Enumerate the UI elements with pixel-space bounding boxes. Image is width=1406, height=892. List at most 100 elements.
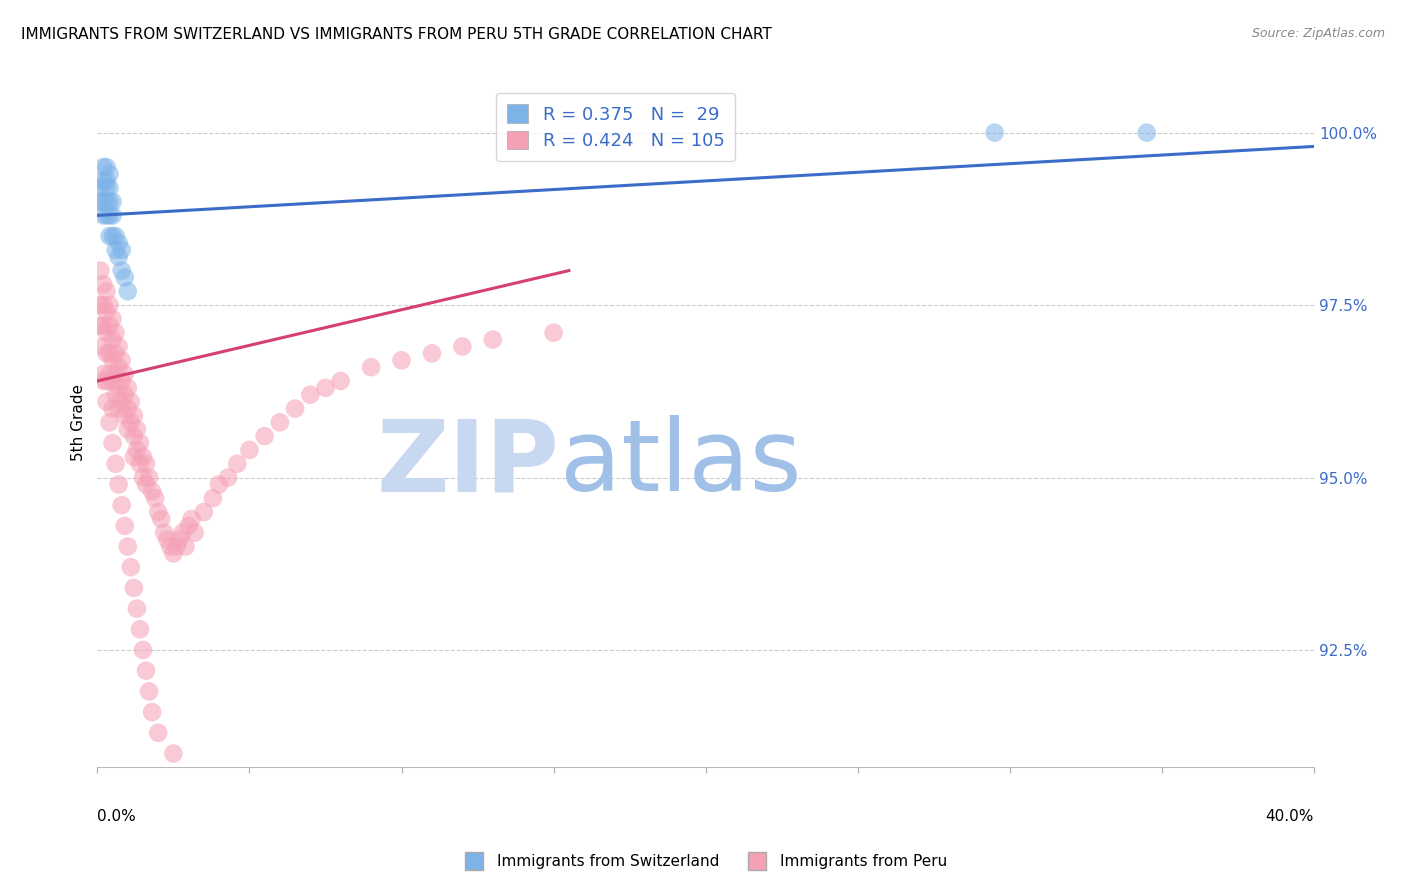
Point bbox=[89, 318, 111, 333]
Point bbox=[284, 401, 307, 416]
Point bbox=[183, 525, 205, 540]
Point bbox=[104, 388, 127, 402]
Point bbox=[125, 442, 148, 457]
Point bbox=[93, 208, 115, 222]
Point bbox=[159, 540, 181, 554]
Point bbox=[93, 174, 115, 188]
Point bbox=[96, 208, 118, 222]
Point bbox=[129, 457, 152, 471]
Point bbox=[451, 339, 474, 353]
Point bbox=[98, 367, 121, 381]
Point bbox=[107, 250, 129, 264]
Point bbox=[111, 353, 134, 368]
Point bbox=[101, 401, 124, 416]
Point bbox=[481, 333, 503, 347]
Point bbox=[93, 160, 115, 174]
Point bbox=[104, 229, 127, 244]
Point bbox=[104, 457, 127, 471]
Point bbox=[132, 643, 155, 657]
Point bbox=[143, 491, 166, 506]
Point bbox=[141, 484, 163, 499]
Point bbox=[107, 339, 129, 353]
Point bbox=[111, 394, 134, 409]
Point bbox=[238, 442, 260, 457]
Point bbox=[93, 277, 115, 292]
Point bbox=[208, 477, 231, 491]
Point bbox=[217, 470, 239, 484]
Text: IMMIGRANTS FROM SWITZERLAND VS IMMIGRANTS FROM PERU 5TH GRADE CORRELATION CHART: IMMIGRANTS FROM SWITZERLAND VS IMMIGRANT… bbox=[21, 27, 772, 42]
Legend: Immigrants from Switzerland, Immigrants from Peru: Immigrants from Switzerland, Immigrants … bbox=[453, 848, 953, 875]
Point bbox=[169, 533, 191, 547]
Point bbox=[98, 167, 121, 181]
Point bbox=[135, 477, 157, 491]
Point bbox=[96, 160, 118, 174]
Point bbox=[122, 450, 145, 464]
Point bbox=[129, 622, 152, 636]
Point bbox=[101, 374, 124, 388]
Point bbox=[107, 477, 129, 491]
Point bbox=[111, 263, 134, 277]
Point bbox=[162, 747, 184, 761]
Point bbox=[104, 346, 127, 360]
Point bbox=[98, 346, 121, 360]
Point bbox=[104, 243, 127, 257]
Point bbox=[122, 409, 145, 423]
Point bbox=[111, 374, 134, 388]
Point bbox=[96, 174, 118, 188]
Point bbox=[107, 401, 129, 416]
Point bbox=[98, 318, 121, 333]
Point bbox=[153, 525, 176, 540]
Text: Source: ZipAtlas.com: Source: ZipAtlas.com bbox=[1251, 27, 1385, 40]
Point bbox=[125, 601, 148, 615]
Point bbox=[114, 388, 136, 402]
Point bbox=[314, 381, 336, 395]
Text: 40.0%: 40.0% bbox=[1265, 809, 1315, 823]
Point bbox=[135, 457, 157, 471]
Point bbox=[114, 270, 136, 285]
Point bbox=[117, 540, 139, 554]
Point bbox=[89, 181, 111, 195]
Point bbox=[148, 505, 170, 519]
Point bbox=[360, 360, 382, 375]
Point bbox=[96, 285, 118, 299]
Point bbox=[104, 326, 127, 340]
Point bbox=[150, 512, 173, 526]
Point bbox=[138, 684, 160, 698]
Point bbox=[156, 533, 179, 547]
Point bbox=[253, 429, 276, 443]
Point bbox=[111, 243, 134, 257]
Point bbox=[93, 194, 115, 209]
Point bbox=[174, 540, 197, 554]
Point bbox=[193, 505, 215, 519]
Point bbox=[98, 415, 121, 429]
Point bbox=[104, 367, 127, 381]
Point bbox=[201, 491, 224, 506]
Point bbox=[93, 339, 115, 353]
Point bbox=[120, 394, 142, 409]
Point bbox=[180, 512, 202, 526]
Point bbox=[96, 346, 118, 360]
Point bbox=[420, 346, 443, 360]
Point bbox=[96, 181, 118, 195]
Point bbox=[117, 401, 139, 416]
Point bbox=[165, 540, 187, 554]
Point bbox=[101, 333, 124, 347]
Point bbox=[269, 415, 291, 429]
Point bbox=[89, 263, 111, 277]
Point bbox=[114, 518, 136, 533]
Point bbox=[172, 525, 194, 540]
Point bbox=[117, 422, 139, 436]
Point bbox=[117, 381, 139, 395]
Point bbox=[114, 409, 136, 423]
Point bbox=[98, 298, 121, 312]
Point bbox=[101, 436, 124, 450]
Point bbox=[98, 181, 121, 195]
Point bbox=[129, 436, 152, 450]
Point bbox=[122, 429, 145, 443]
Point bbox=[162, 546, 184, 560]
Point bbox=[117, 285, 139, 299]
Point bbox=[135, 664, 157, 678]
Legend: R = 0.375   N =  29, R = 0.424   N = 105: R = 0.375 N = 29, R = 0.424 N = 105 bbox=[496, 94, 735, 161]
Point bbox=[107, 360, 129, 375]
Point bbox=[93, 367, 115, 381]
